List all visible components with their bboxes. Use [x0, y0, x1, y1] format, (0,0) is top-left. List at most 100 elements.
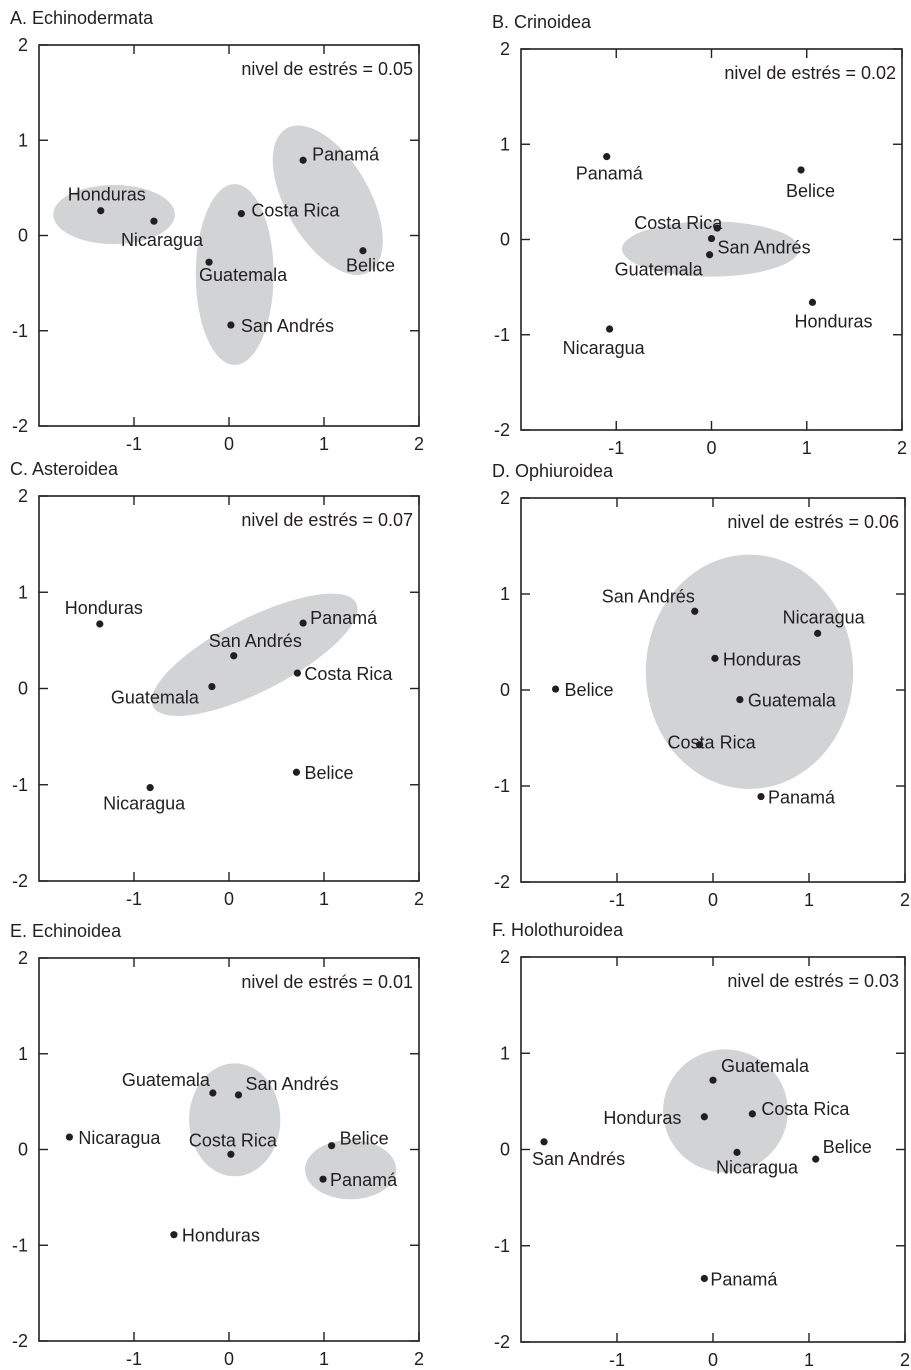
stress-label: nivel de estrés = 0.03: [727, 971, 899, 991]
x-tick-label: 1: [319, 434, 329, 454]
point-label-belice: Belice: [346, 256, 395, 276]
y-tick-label: -1: [494, 1236, 510, 1256]
point-label-guatemala: Guatemala: [199, 265, 288, 285]
point-label-san-andres: San Andrés: [718, 238, 811, 258]
point-nicaragua: [814, 629, 822, 637]
point-panama: [603, 153, 611, 161]
x-tick-label: 0: [706, 438, 716, 458]
point-label-san-andres: San Andrés: [241, 316, 334, 336]
panel-a-echinodermata: A. Echinodermata -2 -1 0 1 2 -1 0 1 2 nivel de est…: [10, 8, 424, 454]
point-label-belice: Belice: [823, 1137, 872, 1157]
panel-c-asteroidea: C. Asteroidea -2 -1 0 1 2 -1 0 1 2 nivel de estrés…: [10, 459, 424, 909]
point-san-andres: [707, 234, 716, 243]
point-panama: [299, 156, 307, 164]
point-nicaragua: [146, 784, 154, 792]
point-label-belice: Belice: [786, 181, 835, 201]
point-honduras: [96, 620, 104, 628]
x-tick-label: 2: [900, 1350, 910, 1370]
point-san-andres: [227, 321, 235, 329]
y-tick-label: 1: [18, 582, 28, 602]
group-ellipse: [663, 1049, 788, 1173]
point-label-guatemala: Guatemala: [111, 688, 200, 708]
point-label-costa-rica: Costa Rica: [304, 664, 393, 684]
y-tick-label: 1: [18, 1044, 28, 1064]
group-ellipse: [305, 1139, 397, 1200]
panel-title: C. Asteroidea: [10, 459, 119, 479]
panel-d-ophiuroidea: D. Ophiuroidea -2 -1 0 1 2 -1 0 1 2 nivel de estré…: [492, 461, 910, 910]
y-tick-label: -2: [494, 872, 510, 892]
group-ellipse: [195, 184, 274, 366]
panel-f-holothuroidea: F. Holothuroidea -2 -1 0 1 2 -1 0 1 2 nivel de est…: [492, 920, 910, 1370]
point-label-nicaragua: Nicaragua: [783, 607, 866, 627]
y-tick-label: 1: [500, 134, 510, 154]
point-nicaragua: [733, 1148, 741, 1156]
panel-title: F. Holothuroidea: [492, 920, 624, 940]
point-belice: [328, 1142, 336, 1150]
x-tick-label: 1: [319, 1349, 329, 1369]
point-label-panama: Panamá: [310, 608, 378, 628]
point-label-honduras: Honduras: [65, 598, 143, 618]
point-label-panama: Panamá: [768, 788, 836, 808]
x-tick-label: 0: [224, 434, 234, 454]
point-label-nicaragua: Nicaragua: [716, 1157, 799, 1177]
x-tick-label: 2: [414, 889, 424, 909]
point-belice: [812, 1155, 820, 1163]
point-guatemala: [208, 682, 216, 691]
point-label-guatemala: Guatemala: [748, 691, 837, 711]
x-tick-label: -1: [609, 1350, 625, 1370]
point-label-san-andres: San Andrés: [246, 1074, 339, 1094]
x-tick-label: 2: [414, 434, 424, 454]
y-tick-label: 2: [500, 947, 510, 967]
x-tick-label: -1: [609, 890, 625, 910]
point-label-san-andres: San Andrés: [602, 586, 695, 606]
stress-label: nivel de estrés = 0.02: [724, 63, 896, 83]
panel-title: A. Echinodermata: [10, 8, 154, 28]
point-panama: [319, 1175, 327, 1183]
point-label-costa-rica: Costa Rica: [668, 733, 757, 753]
panel-e-echinoidea: E. Echinoidea -2 -1 0 1 2 -1 0 1 2 nivel de estrés…: [10, 921, 424, 1369]
point-label-panama: Panamá: [330, 1170, 398, 1190]
x-tick-label: 0: [224, 1349, 234, 1369]
x-tick-label: -1: [126, 889, 142, 909]
group-ellipse: [621, 221, 800, 277]
y-tick-label: -1: [12, 1235, 28, 1255]
point-panama: [700, 1274, 708, 1283]
panel-title: B. Crinoidea: [492, 12, 592, 32]
point-label-honduras: Honduras: [68, 185, 146, 205]
x-tick-label: -1: [608, 438, 624, 458]
y-tick-label: 0: [18, 1140, 28, 1160]
point-label-nicaragua: Nicaragua: [121, 230, 204, 250]
point-guatemala: [736, 696, 744, 704]
y-tick-label: 1: [500, 584, 510, 604]
y-tick-label: 0: [500, 230, 510, 250]
y-tick-label: -2: [12, 416, 28, 436]
x-tick-label: 1: [804, 1350, 814, 1370]
point-san-andres: [540, 1138, 548, 1146]
y-tick-label: 1: [18, 130, 28, 150]
point-san-andres: [230, 652, 238, 660]
x-tick-label: 1: [319, 889, 329, 909]
y-tick-label: 2: [18, 486, 28, 506]
group-ellipse: [151, 593, 358, 716]
point-honduras: [97, 207, 105, 215]
y-tick-label: 2: [18, 35, 28, 55]
point-guatemala: [209, 1089, 217, 1097]
point-label-panama: Panamá: [710, 1269, 778, 1289]
point-san-andres: [691, 607, 699, 615]
point-label-nicaragua: Nicaragua: [103, 794, 186, 814]
stress-label: nivel de estrés = 0.06: [727, 512, 899, 532]
point-label-nicaragua: Nicaragua: [78, 1128, 161, 1148]
point-honduras: [700, 1113, 708, 1121]
y-tick-label: -2: [494, 420, 510, 440]
y-tick-label: 0: [18, 226, 28, 246]
stress-label: nivel de estrés = 0.07: [241, 510, 413, 530]
point-nicaragua: [605, 325, 614, 333]
y-tick-label: 2: [500, 488, 510, 508]
y-tick-label: -1: [494, 325, 510, 345]
x-tick-label: 0: [708, 1350, 718, 1370]
point-label-guatemala: Guatemala: [615, 260, 704, 280]
point-costa-rica: [237, 209, 245, 218]
y-tick-label: 0: [500, 680, 510, 700]
point-san-andres: [234, 1091, 243, 1099]
point-belice: [292, 768, 301, 776]
